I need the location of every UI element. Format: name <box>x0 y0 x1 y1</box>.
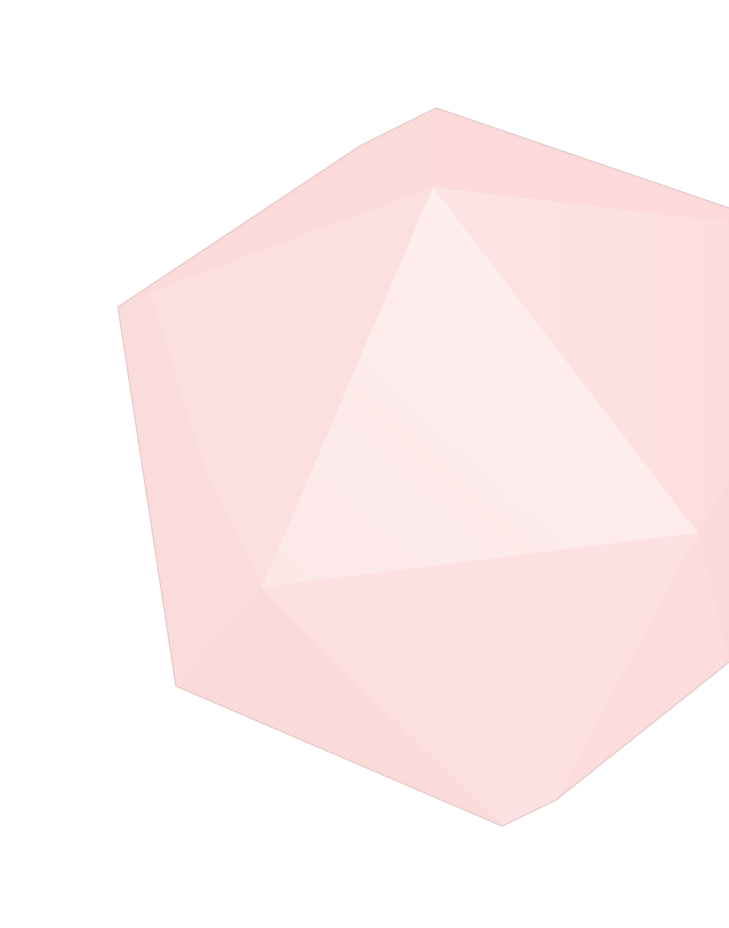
facet-far-left <box>118 292 262 686</box>
facet-right-edge <box>698 480 729 662</box>
silhouette-edge <box>117 107 729 827</box>
facet-left <box>150 187 433 587</box>
facet-lower-center <box>262 533 698 826</box>
facet-top <box>433 108 729 222</box>
facet-lower-right <box>556 533 729 800</box>
facet-center <box>262 187 698 587</box>
facet-right-upper <box>433 187 729 533</box>
facet-upper-left <box>118 108 436 307</box>
facet-lower-left <box>176 587 502 826</box>
